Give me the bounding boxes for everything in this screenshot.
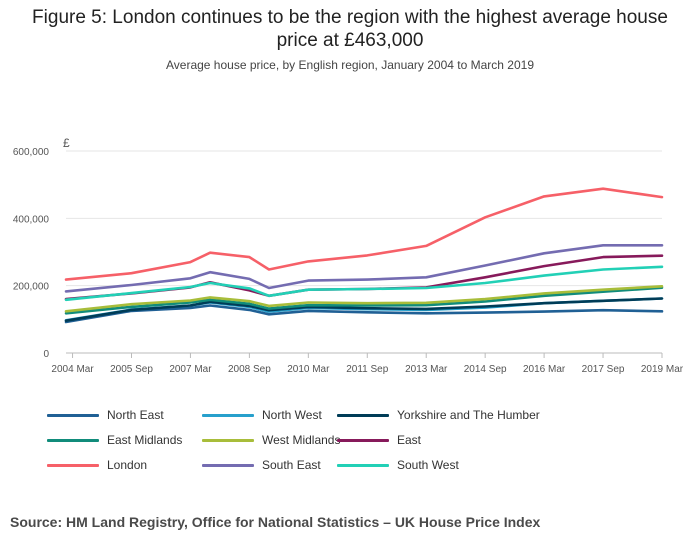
chart-legend: North East North West Yorkshire and The Hu…: [47, 408, 687, 478]
legend-item-north-west: North West: [202, 408, 322, 422]
legend-label: East Midlands: [107, 433, 183, 447]
legend-swatch: [47, 438, 99, 442]
source-note: Source: HM Land Registry, Office for Nat…: [10, 514, 541, 530]
legend-swatch: [337, 413, 389, 417]
x-tick-label: 2014 Sep: [464, 364, 507, 375]
legend-item-london: London: [47, 458, 147, 472]
legend-item-west-midlands: West Midlands: [202, 433, 340, 447]
x-tick-label: 2017 Sep: [582, 364, 625, 375]
legend-item-north-east: North East: [47, 408, 164, 422]
x-tick-label: 2011 Sep: [346, 364, 389, 375]
legend-item-south-west: South West: [337, 458, 459, 472]
legend-label: North West: [262, 408, 322, 422]
x-tick-label: 2004 Mar: [51, 364, 94, 375]
legend-label: London: [107, 458, 148, 472]
legend-swatch: [202, 463, 254, 467]
legend-swatch: [337, 463, 389, 467]
gridlines: [66, 150, 662, 354]
x-tick-label: 2019 Mar: [641, 364, 684, 375]
chart-title-line-1: Figure 5: London continues to be the reg…: [32, 7, 668, 28]
x-tick-label: 2016 Mar: [523, 364, 566, 375]
chart-subtitle: Average house price, by English region, …: [165, 58, 534, 72]
legend-swatch: [47, 413, 99, 417]
legend-item-yorkshire-and-the-humber: Yorkshire and The Humber: [337, 408, 540, 422]
legend-item-south-east: South East: [202, 458, 321, 472]
legend-item-east-midlands: East Midlands: [47, 433, 182, 447]
legend-item-east: East: [337, 433, 421, 447]
series-line-north-east: [64, 304, 664, 324]
y-tick-label: 600,000: [13, 147, 50, 158]
series-line-yorkshire-and-the-humber: [64, 297, 664, 323]
y-tick-label: 200,000: [13, 282, 50, 293]
series-line-east-midlands: [64, 286, 664, 315]
chart-title-line-2: price at £463,000: [276, 30, 424, 51]
x-tick-label: 2008 Sep: [228, 364, 271, 375]
legend-swatch: [47, 463, 99, 467]
y-tick-label: 0: [43, 349, 49, 360]
legend-swatch: [337, 438, 389, 442]
x-tick-label: 2007 Mar: [169, 364, 212, 375]
x-tick-label: 2013 Mar: [405, 364, 448, 375]
series-lines: [64, 187, 664, 324]
legend-label: East: [397, 433, 422, 447]
series-line-south-east: [64, 244, 664, 293]
series-line-west-midlands: [64, 284, 664, 313]
legend-label: South West: [397, 458, 459, 472]
legend-label: North East: [107, 408, 164, 422]
x-tick-label: 2005 Sep: [110, 364, 153, 375]
y-axis-unit-label: £: [63, 136, 70, 150]
y-axis: 0 200,000 400,000 600,000: [13, 147, 50, 360]
series-line-london: [64, 187, 664, 281]
x-tick-label: 2010 Mar: [287, 364, 330, 375]
x-axis: 2004 Mar 2005 Sep 2007 Mar 2008 Sep 2010 Mar…: [51, 353, 684, 375]
chart-title: Figure 5: London continues to be the reg…: [0, 6, 700, 52]
legend-swatch: [202, 413, 254, 417]
legend-label: Yorkshire and The Humber: [397, 408, 540, 422]
y-tick-label: 400,000: [13, 214, 50, 225]
series-line-south-west: [64, 265, 664, 302]
legend-swatch: [202, 438, 254, 442]
legend-label: West Midlands: [262, 433, 341, 447]
legend-label: South East: [262, 458, 321, 472]
